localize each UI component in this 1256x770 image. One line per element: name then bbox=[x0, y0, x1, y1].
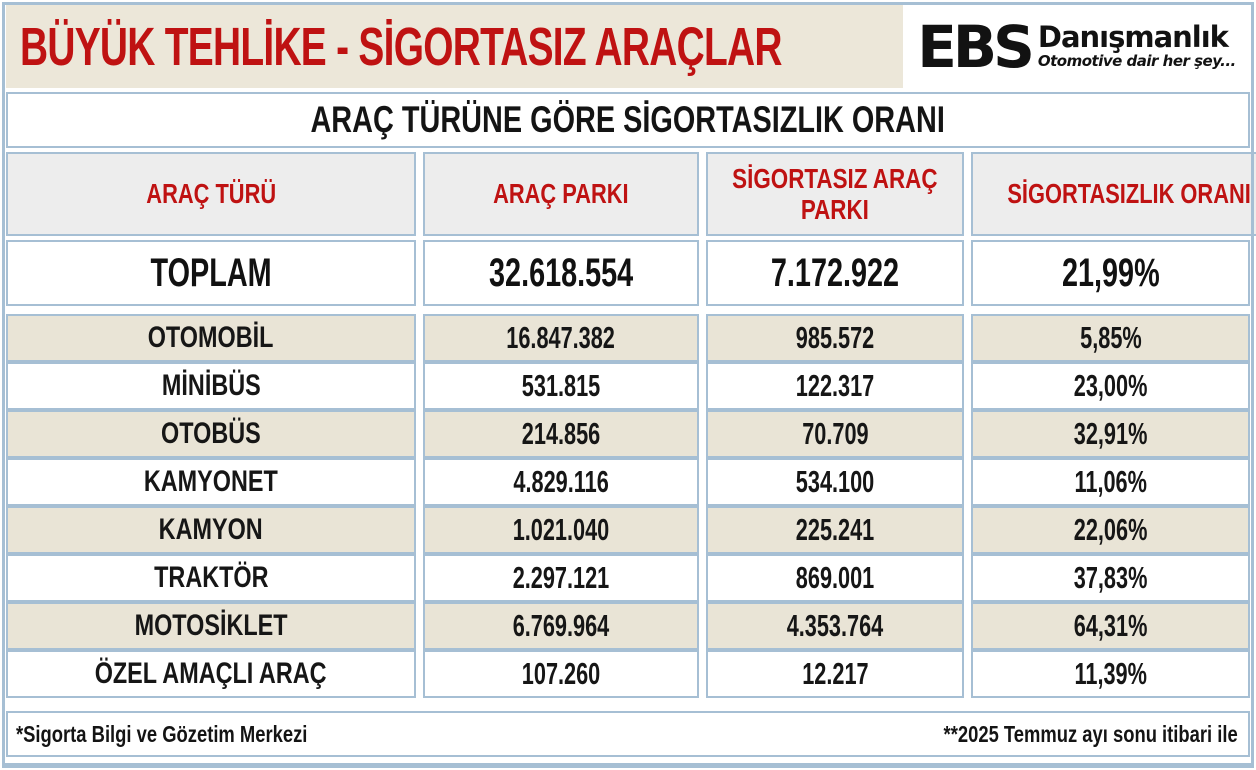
fleet-cell: 531.815 bbox=[423, 362, 699, 410]
rate-cell: 37,83% bbox=[971, 554, 1250, 602]
uninsured-cell: 534.100 bbox=[706, 458, 964, 506]
table-title: ARAÇ TÜRÜNE GÖRE SİGORTASIZLIK ORANI bbox=[6, 92, 1250, 148]
total-rate-cell: 21,99% bbox=[971, 240, 1250, 306]
fleet-cell: 2.297.121 bbox=[423, 554, 699, 602]
vehicle-type-cell: ÖZEL AMAÇLI ARAÇ bbox=[6, 650, 416, 698]
header-band: BÜYÜK TEHLİKE - SİGORTASIZ ARAÇLAR EBS D… bbox=[6, 5, 1250, 88]
fleet-cell: 214.856 bbox=[423, 410, 699, 458]
uninsured-cell: 869.001 bbox=[706, 554, 964, 602]
table-row: MOTOSİKLET 6.769.964 4.353.764 64,31% bbox=[6, 602, 1250, 650]
total-uninsured-cell: 7.172.922 bbox=[706, 240, 964, 306]
vehicle-type-cell: KAMYONET bbox=[6, 458, 416, 506]
table-row: TRAKTÖR 2.297.121 869.001 37,83% bbox=[6, 554, 1250, 602]
logo-name: Danışmanlık bbox=[1037, 19, 1229, 54]
uninsured-cell: 12.217 bbox=[706, 650, 964, 698]
table-row: OTOMOBİL 16.847.382 985.572 5,85% bbox=[6, 314, 1250, 362]
rate-cell: 11,06% bbox=[971, 458, 1250, 506]
total-label-cell: TOPLAM bbox=[6, 240, 416, 306]
vehicle-type-cell: TRAKTÖR bbox=[6, 554, 416, 602]
data-rows: OTOMOBİL 16.847.382 985.572 5,85% MİNİBÜ… bbox=[6, 314, 1250, 698]
page-title-text: BÜYÜK TEHLİKE - SİGORTASIZ ARAÇLAR bbox=[20, 16, 782, 77]
fleet-cell: 6.769.964 bbox=[423, 602, 699, 650]
vehicle-type-cell: OTOMOBİL bbox=[6, 314, 416, 362]
rate-cell: 64,31% bbox=[971, 602, 1250, 650]
ebs-logo: EBS Danışmanlık Otomotive dair her şey..… bbox=[903, 5, 1250, 88]
table-row: ÖZEL AMAÇLI ARAÇ 107.260 12.217 11,39% bbox=[6, 650, 1250, 698]
col-header-vehicle-type: ARAÇ TÜRÜ bbox=[6, 152, 416, 236]
rate-cell: 11,39% bbox=[971, 650, 1250, 698]
rate-cell: 22,06% bbox=[971, 506, 1250, 554]
footnote-source: *Sigorta Bilgi ve Gözetim Merkezi bbox=[16, 720, 308, 747]
vehicle-type-cell: KAMYON bbox=[6, 506, 416, 554]
table-row: KAMYONET 4.829.116 534.100 11,06% bbox=[6, 458, 1250, 506]
column-header-row: ARAÇ TÜRÜ ARAÇ PARKI SİGORTASIZ ARAÇ PAR… bbox=[6, 152, 1256, 236]
fleet-cell: 4.829.116 bbox=[423, 458, 699, 506]
rate-cell: 32,91% bbox=[971, 410, 1250, 458]
logo-right: Danışmanlık Otomotive dair her şey... bbox=[1037, 19, 1236, 71]
uninsured-cell: 225.241 bbox=[706, 506, 964, 554]
table-title-text: ARAÇ TÜRÜNE GÖRE SİGORTASIZLIK ORANI bbox=[310, 99, 946, 140]
total-row: TOPLAM 32.618.554 7.172.922 21,99% bbox=[6, 240, 1250, 306]
footnote-date: **2025 Temmuz ayı sonu itibari ile bbox=[943, 720, 1238, 747]
uninsured-cell: 985.572 bbox=[706, 314, 964, 362]
logo-tagline: Otomotive dair her şey... bbox=[1037, 52, 1236, 71]
vehicle-type-cell: OTOBÜS bbox=[6, 410, 416, 458]
uninsured-cell: 4.353.764 bbox=[706, 602, 964, 650]
col-header-uninsured-rate: SİGORTASIZLIK ORANI bbox=[971, 152, 1256, 236]
col-header-fleet: ARAÇ PARKI bbox=[423, 152, 699, 236]
page-title: BÜYÜK TEHLİKE - SİGORTASIZ ARAÇLAR bbox=[6, 16, 1078, 78]
table-row: MİNİBÜS 531.815 122.317 23,00% bbox=[6, 362, 1250, 410]
logo-abbr: EBS bbox=[917, 12, 1035, 81]
vehicle-type-cell: MİNİBÜS bbox=[6, 362, 416, 410]
vehicle-type-cell: MOTOSİKLET bbox=[6, 602, 416, 650]
fleet-cell: 1.021.040 bbox=[423, 506, 699, 554]
table-row: OTOBÜS 214.856 70.709 32,91% bbox=[6, 410, 1250, 458]
rate-cell: 23,00% bbox=[971, 362, 1250, 410]
fleet-cell: 16.847.382 bbox=[423, 314, 699, 362]
footnote-row: *Sigorta Bilgi ve Gözetim Merkezi **2025… bbox=[6, 711, 1250, 757]
rate-cell: 5,85% bbox=[971, 314, 1250, 362]
uninsured-cell: 122.317 bbox=[706, 362, 964, 410]
fleet-cell: 107.260 bbox=[423, 650, 699, 698]
table-row: KAMYON 1.021.040 225.241 22,06% bbox=[6, 506, 1250, 554]
uninsured-cell: 70.709 bbox=[706, 410, 964, 458]
col-header-uninsured-fleet: SİGORTASIZ ARAÇ PARKI bbox=[706, 152, 964, 236]
total-fleet-cell: 32.618.554 bbox=[423, 240, 699, 306]
